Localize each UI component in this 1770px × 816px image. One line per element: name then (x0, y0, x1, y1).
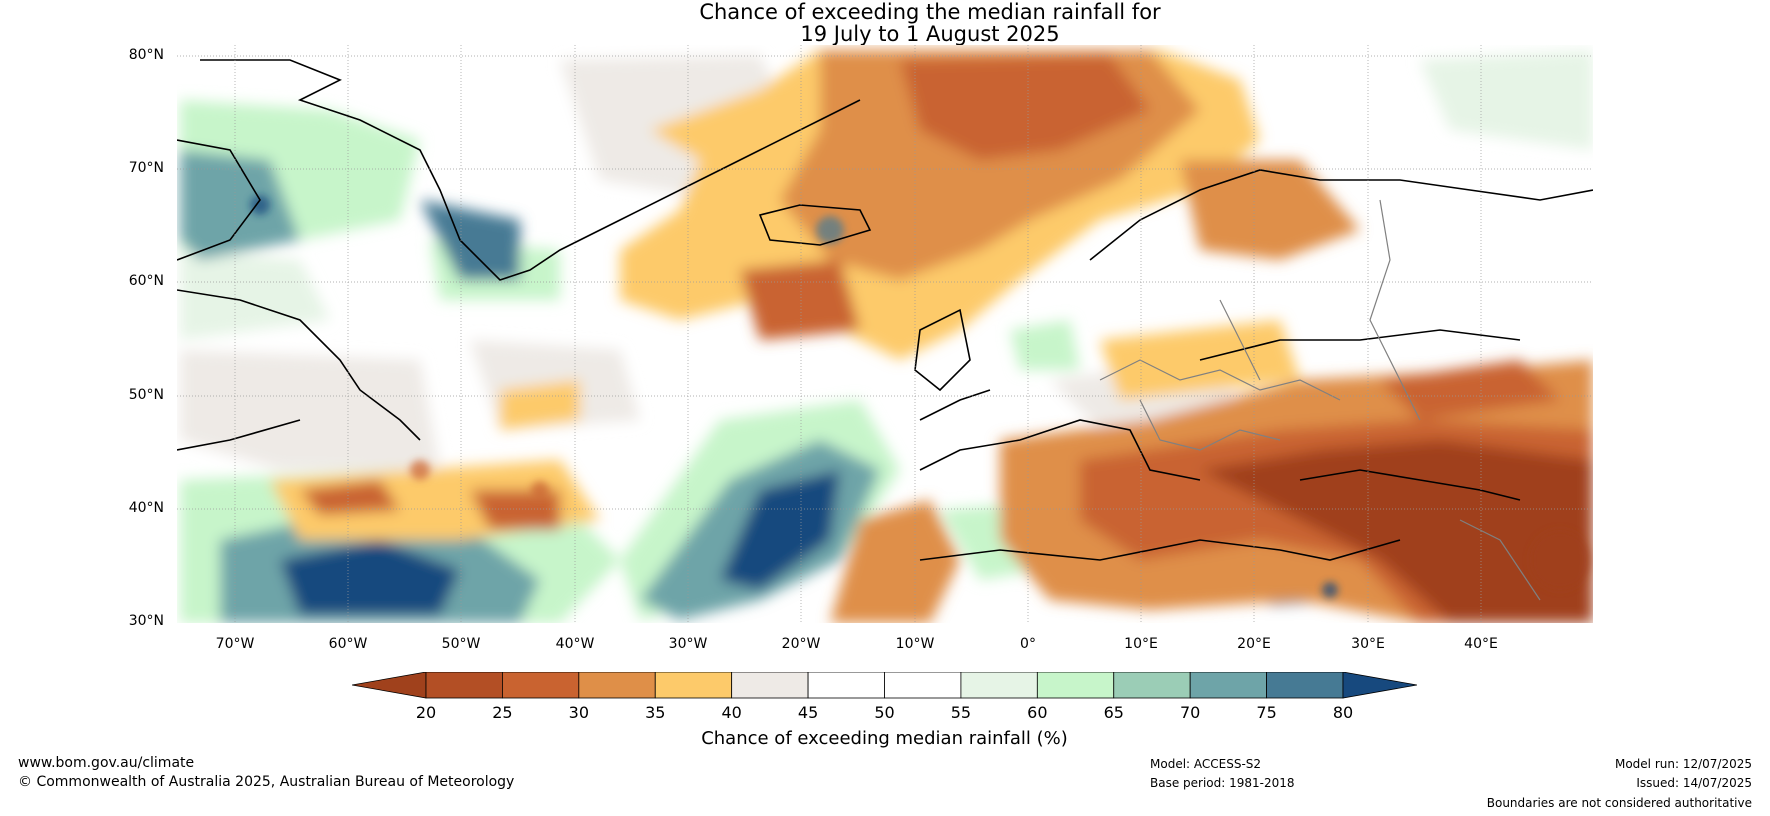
colorbar-segment (960, 672, 1038, 699)
lon-label-0: 0° (1020, 636, 1036, 652)
lat-label-50n: 50°N (128, 387, 164, 403)
map-title-line1: Chance of exceeding the median rainfall … (699, 0, 1161, 24)
colorbar-tick-label: 60 (1027, 703, 1048, 722)
lon-label-30e: 30°E (1351, 636, 1385, 652)
colorbar-segment (1113, 672, 1191, 699)
colorbar-tick-label: 40 (721, 703, 742, 722)
lat-label-70n: 70°N (128, 160, 164, 176)
colorbar-segment (1266, 672, 1344, 699)
footer-disclaimer: Boundaries are not considered authoritat… (1486, 796, 1752, 810)
probability-field (177, 45, 1593, 623)
lon-label-20w: 20°W (781, 636, 821, 652)
colorbar-tick-label: 55 (950, 703, 972, 722)
country-borders (1099, 199, 1541, 601)
colorbar-segment (654, 672, 733, 699)
lon-label-50w: 50°W (441, 636, 481, 652)
lon-label-30w: 30°W (668, 636, 708, 652)
colorbar-extend-low (352, 672, 427, 699)
lon-label-40e: 40°E (1464, 636, 1498, 652)
lon-label-70w: 70°W (215, 636, 255, 652)
lon-label-10w: 10°W (895, 636, 935, 652)
map-title-line2: 19 July to 1 August 2025 (800, 22, 1060, 46)
colorbar-segment (807, 672, 885, 699)
lat-label-40n: 40°N (128, 500, 164, 516)
footer-model: Model: ACCESS-S2 (1150, 757, 1262, 771)
colorbar (352, 672, 1417, 699)
colorbar-segment (731, 672, 809, 699)
colorbar-segment (425, 672, 503, 699)
colorbar-tick-label: 65 (1103, 703, 1124, 722)
footer-website: www.bom.gov.au/climate (18, 755, 195, 771)
colorbar-segment (1189, 672, 1267, 699)
colorbar-tick-label: 75 (1256, 703, 1277, 722)
colorbar-tick-label: 35 (645, 703, 666, 722)
colorbar-segment (884, 672, 962, 699)
lon-label-40w: 40°W (555, 636, 595, 652)
footer-issued: Issued: 14/07/2025 (1636, 776, 1752, 790)
colorbar-tick-label: 25 (492, 703, 513, 722)
colorbar-tick-label: 50 (874, 703, 895, 722)
coastlines (177, 59, 1593, 561)
colorbar-tick-label: 20 (415, 703, 437, 722)
colorbar-tick-label: 45 (797, 703, 819, 722)
colorbar-tick-label: 30 (568, 703, 589, 722)
footer-model-run: Model run: 12/07/2025 (1614, 757, 1752, 771)
colorbar-segment (578, 672, 656, 699)
colorbar-tick-label: 70 (1179, 703, 1201, 722)
graticule (177, 45, 1593, 623)
colorbar-segment (1036, 672, 1115, 699)
footer-base-period: Base period: 1981-2018 (1150, 776, 1295, 790)
colorbar-segment (502, 672, 580, 699)
colorbar-tick-label: 80 (1332, 703, 1354, 722)
colorbar-extend-high (1342, 672, 1417, 699)
colorbar-label: Chance of exceeding median rainfall (%) (701, 728, 1068, 749)
lon-label-60w: 60°W (328, 636, 368, 652)
footer-copyright: © Commonwealth of Australia 2025, Austra… (18, 774, 515, 790)
lat-label-60n: 60°N (128, 273, 164, 289)
lat-label-30n: 30°N (128, 613, 164, 629)
lon-label-20e: 20°E (1237, 636, 1271, 652)
lat-label-80n: 80°N (128, 47, 164, 63)
lon-label-10e: 10°E (1124, 636, 1158, 652)
